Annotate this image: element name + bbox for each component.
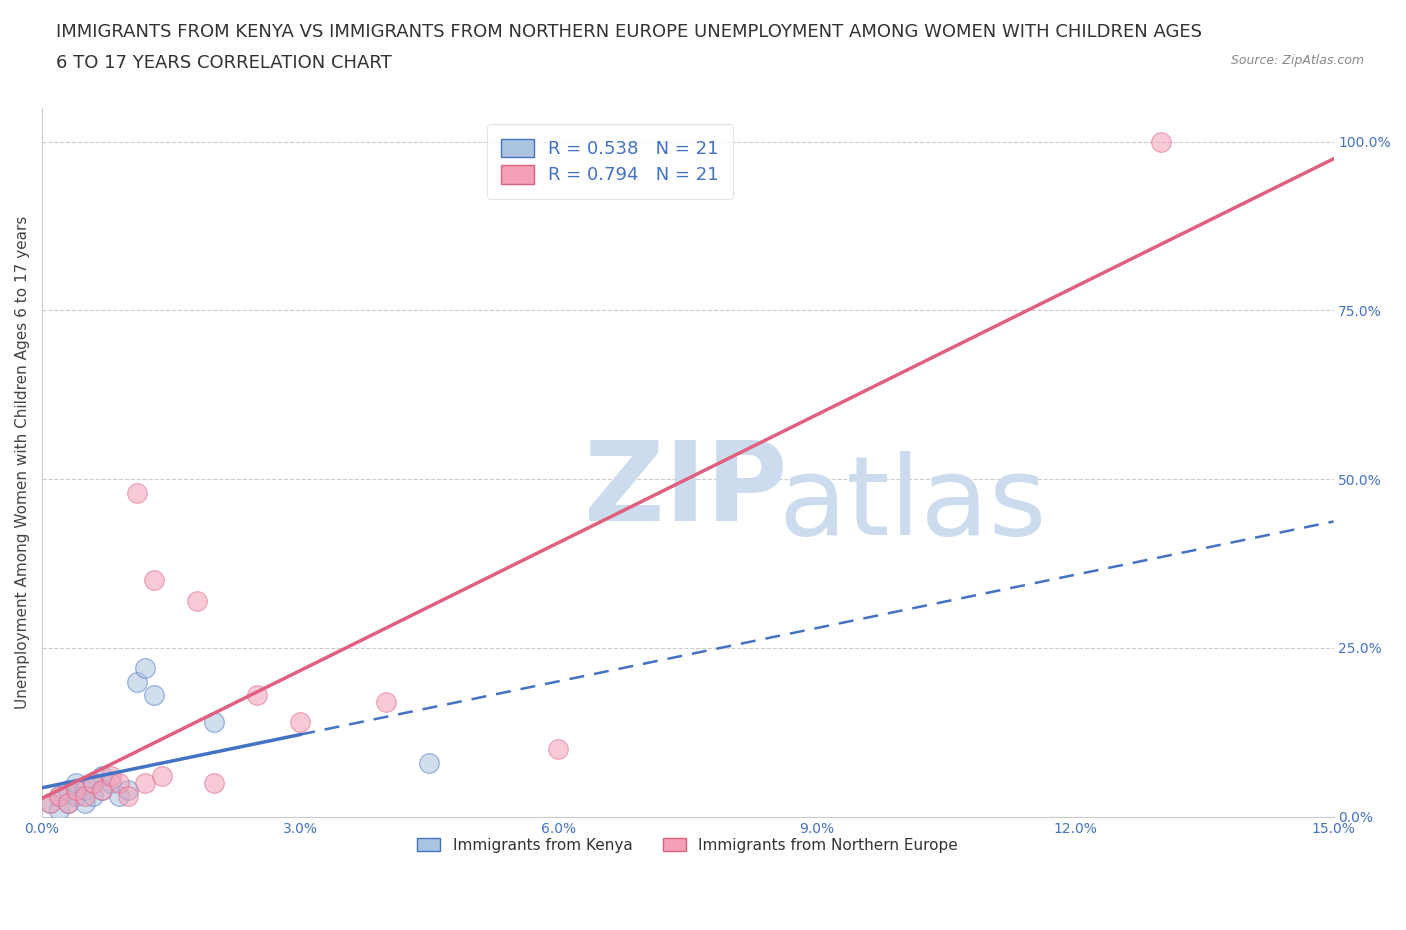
Point [100, 769, 122, 784]
Point [134, 661, 156, 676]
Point [186, 593, 208, 608]
Point [82, 789, 104, 804]
Point [65, 776, 87, 790]
Point [73, 796, 96, 811]
Point [65, 789, 87, 804]
Legend: Immigrants from Kenya, Immigrants from Northern Europe: Immigrants from Kenya, Immigrants from N… [412, 831, 965, 858]
Point [117, 789, 139, 804]
Point [375, 695, 398, 710]
Point [202, 715, 225, 730]
Point [39, 796, 62, 811]
Point [73, 789, 96, 804]
Point [91, 782, 114, 797]
Point [142, 688, 165, 703]
Point [202, 776, 225, 790]
Point [1150, 134, 1173, 149]
Point [134, 776, 156, 790]
Point [418, 755, 440, 770]
Point [108, 789, 131, 804]
Point [91, 782, 114, 797]
Point [142, 573, 165, 588]
Point [125, 485, 148, 500]
Text: IMMIGRANTS FROM KENYA VS IMMIGRANTS FROM NORTHERN EUROPE UNEMPLOYMENT AMONG WOME: IMMIGRANTS FROM KENYA VS IMMIGRANTS FROM… [56, 23, 1202, 41]
Point [125, 674, 148, 689]
Point [48, 789, 70, 804]
Point [100, 776, 122, 790]
Point [82, 776, 104, 790]
Point [56, 782, 79, 797]
Point [48, 789, 70, 804]
Text: 6 TO 17 YEARS CORRELATION CHART: 6 TO 17 YEARS CORRELATION CHART [56, 54, 392, 72]
Point [547, 742, 569, 757]
Point [288, 715, 311, 730]
Text: atlas: atlas [778, 451, 1046, 558]
Point [39, 796, 62, 811]
Point [108, 776, 131, 790]
Point [117, 782, 139, 797]
Text: ZIP: ZIP [585, 437, 787, 544]
Point [48, 803, 70, 817]
Point [56, 796, 79, 811]
Point [56, 796, 79, 811]
Point [65, 782, 87, 797]
Point [73, 782, 96, 797]
Y-axis label: Unemployment Among Women with Children Ages 6 to 17 years: Unemployment Among Women with Children A… [15, 216, 30, 709]
Point [246, 688, 269, 703]
Point [82, 776, 104, 790]
Point [150, 769, 173, 784]
Point [91, 769, 114, 784]
Text: Source: ZipAtlas.com: Source: ZipAtlas.com [1230, 54, 1364, 67]
